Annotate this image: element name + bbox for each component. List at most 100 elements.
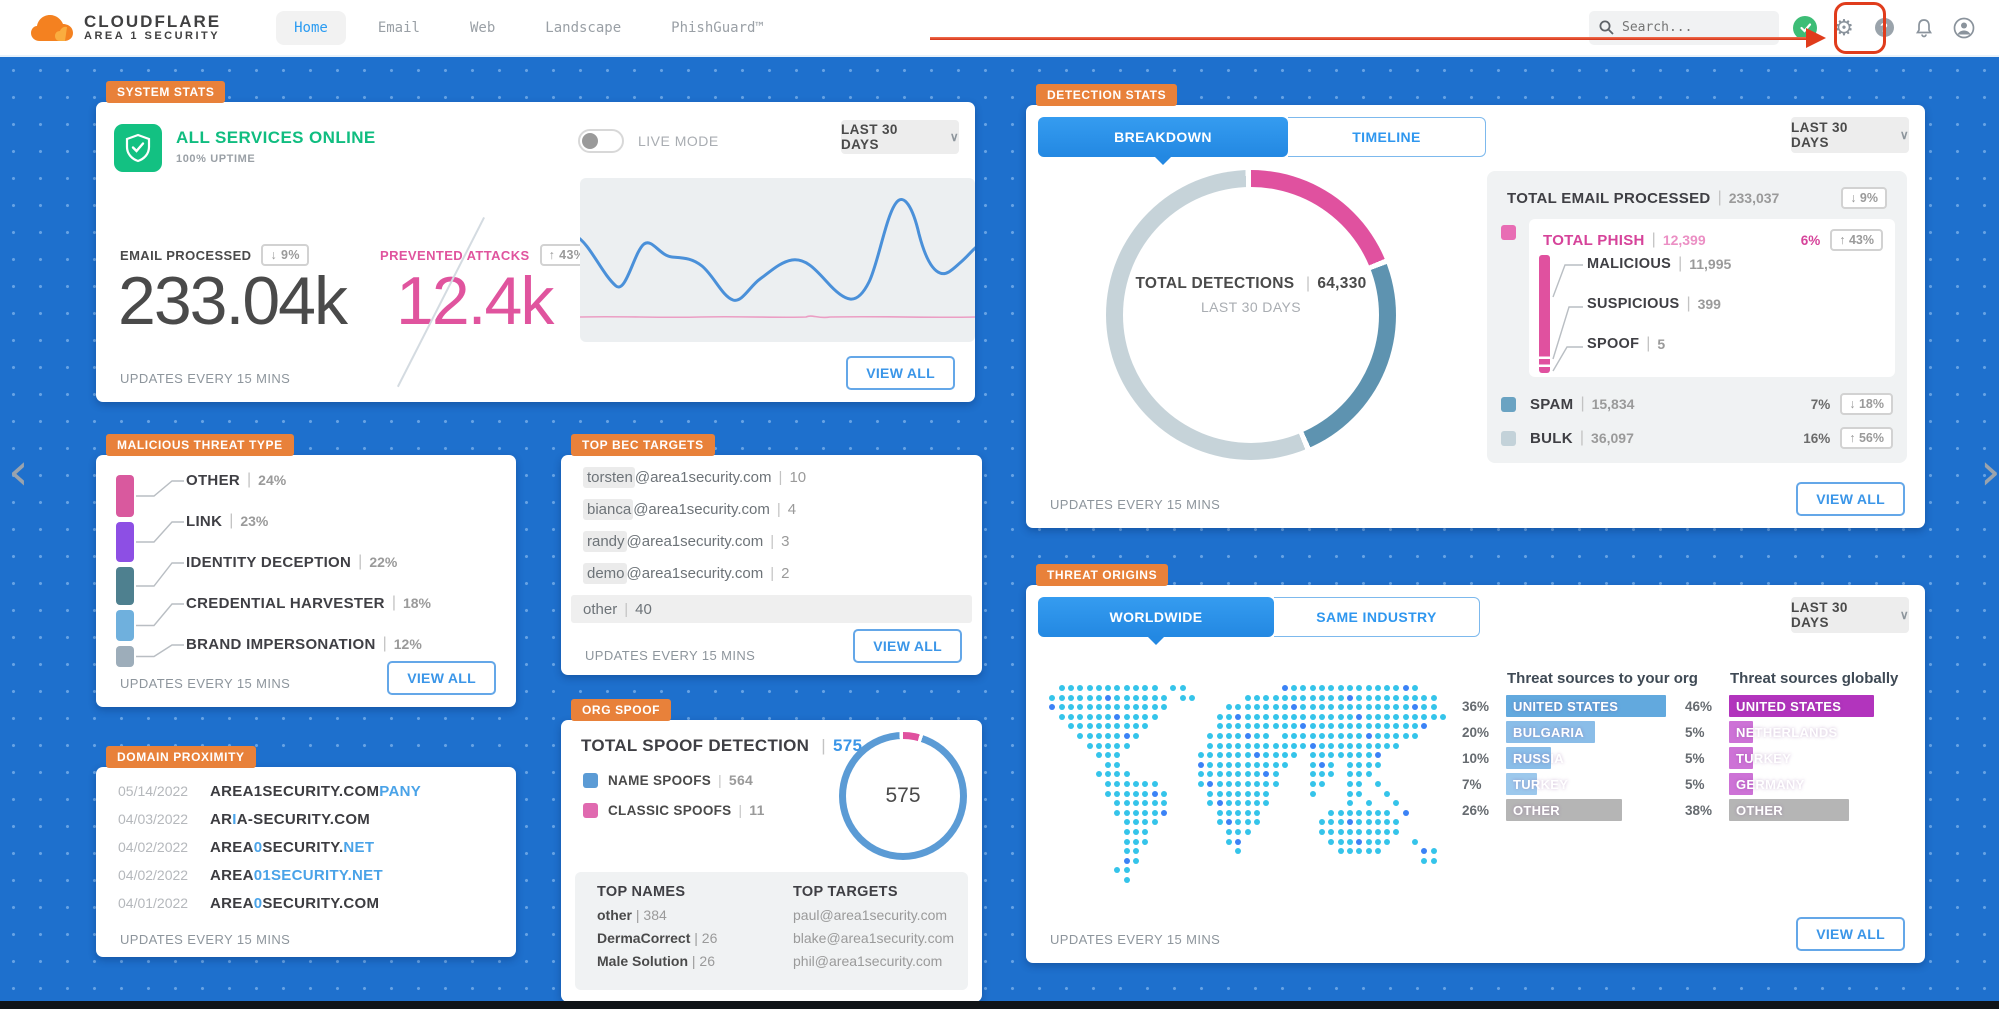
malicious-view-all-button[interactable]: VIEW ALL [387, 661, 496, 695]
carousel-next-arrow[interactable]: › [1980, 442, 1999, 502]
org-source-bar: UNITED STATES [1506, 695, 1667, 717]
user-avatar-icon[interactable] [1951, 15, 1977, 41]
prevented-attacks-value: 12.4k [396, 263, 554, 339]
chevron-down-icon: ∨ [949, 130, 959, 144]
bec-target-row[interactable]: torsten @area1security.com | 10 [583, 467, 806, 488]
total-phish-badge: ↑ 43% [1830, 229, 1883, 251]
services-status-text: ALL SERVICES ONLINE [176, 128, 376, 147]
top-names-title: TOP NAMES [597, 884, 686, 900]
threat-type-label: OTHER [186, 471, 240, 489]
email-processed-value: 233.04k [118, 263, 348, 339]
attacks-line-series [580, 315, 975, 319]
system-stats-view-all-button[interactable]: VIEW ALL [846, 356, 955, 390]
tab-worldwide[interactable]: WORLDWIDE [1038, 597, 1274, 645]
domain-name: AREA1SECURITY.COMPANY [210, 783, 422, 800]
domain-date: 04/02/2022 [118, 839, 189, 855]
detection-range-dropdown[interactable]: LAST 30 DAYS ∨ [1791, 117, 1909, 153]
origins-view-all-button[interactable]: VIEW ALL [1796, 917, 1905, 951]
domain-date: 04/03/2022 [118, 811, 189, 827]
total-phish-swatch [1501, 225, 1516, 240]
org-source-row: 20% BULGARIA [1462, 721, 1595, 743]
bec-other-row[interactable]: other | 40 [571, 595, 972, 623]
domain-row[interactable]: 04/03/2022 ARIA-SECURITY.COM [118, 811, 370, 828]
threat-segment-3 [116, 610, 134, 641]
bec-target-row[interactable]: demo @area1security.com | 2 [583, 563, 789, 584]
tab-same-industry[interactable]: SAME INDUSTRY [1274, 597, 1480, 637]
global-source-row: 5% NETHERLANDS [1685, 721, 1837, 743]
prevented-attacks-label: PREVENTED ATTACKS [380, 247, 530, 263]
bulk-swatch [1501, 430, 1516, 446]
org-source-bar: RUSSIA [1506, 747, 1564, 769]
system-stats-range-dropdown[interactable]: LAST 30 DAYS ∨ [841, 120, 959, 154]
domain-row[interactable]: 05/14/2022 AREA1SECURITY.COMPANY [118, 783, 421, 800]
phish-child-row: MALICIOUS | 11,995 [1587, 255, 1732, 272]
threat-origins-card: THREAT ORIGINS WORLDWIDE SAME INDUSTRY L… [1026, 564, 1925, 963]
malicious-threat-type-tag: MALICIOUS THREAT TYPE [106, 434, 294, 456]
org-source-bar: BULGARIA [1506, 721, 1595, 743]
bec-user-highlight: demo [583, 563, 627, 584]
nav-item-phishguard[interactable]: PhishGuard™ [671, 19, 764, 36]
annotation-red-highlight-box [1834, 2, 1886, 54]
phish-connectors [1552, 264, 1583, 372]
threat-type-label: IDENTITY DECEPTION [186, 553, 352, 571]
live-mode-toggle[interactable] [578, 129, 624, 153]
main-nav: Home Email Web Landscape PhishGuard™ [276, 10, 782, 45]
system-stats-updates-note: UPDATES EVERY 15 MINS [120, 371, 291, 386]
window-bottom-edge [0, 1001, 1999, 1009]
nav-item-landscape[interactable]: Landscape [545, 19, 622, 36]
spam-swatch [1501, 396, 1516, 412]
detection-breakdown-panel: TOTAL EMAIL PROCESSED | 233,037 ↓ 9% TOTA… [1487, 171, 1907, 463]
domain-row[interactable]: 04/02/2022 AREA0SECURITY.NET [118, 839, 374, 856]
uptime-text: 100% UPTIME [176, 153, 256, 165]
domain-name: ARIA-SECURITY.COM [210, 811, 371, 828]
threat-type-row: OTHER | 24% [186, 471, 287, 489]
nav-item-email[interactable]: Email [377, 19, 420, 36]
dashboard-background: ‹ › SYSTEM STATS ALL SERVICES ONLINE 100… [0, 57, 1999, 1002]
domain-updates-note: UPDATES EVERY 15 MINS [120, 932, 291, 947]
global-sources-title: Threat sources globally [1730, 670, 1899, 687]
nav-item-web[interactable]: Web [469, 19, 496, 36]
bec-target-row[interactable]: bianca @area1security.com | 4 [583, 499, 796, 520]
notifications-bell-icon[interactable] [1911, 15, 1937, 41]
spoof-legend-row: CLASSIC SPOOFS | 11 [583, 802, 765, 818]
domain-name: AREA0SECURITY.NET [210, 839, 375, 856]
spoof-detail-panel: TOP NAMES other | 384 DermaCorrect | 26 Ma… [575, 872, 968, 990]
email-processed-delta-badge: ↓ 9% [261, 244, 309, 266]
domain-row[interactable]: 04/02/2022 AREA01SECURITY.NET [118, 867, 383, 884]
total-phish-label: TOTAL PHISH [1543, 231, 1645, 249]
tab-timeline[interactable]: TIMELINE [1288, 117, 1486, 157]
spoof-donut-center: 575 [885, 784, 921, 807]
phish-child-row: SPOOF | 5 [1587, 335, 1666, 352]
carousel-prev-arrow[interactable]: ‹ [8, 442, 29, 502]
top-target-row: blake@area1security.com [793, 930, 955, 946]
bulk-badge: ↑ 56% [1840, 427, 1893, 449]
email-line-series [580, 198, 975, 302]
world-dot-map [1040, 685, 1480, 905]
domain-row[interactable]: 04/01/2022 AREA0SECURITY.COM [118, 895, 379, 912]
domain-date: 04/02/2022 [118, 867, 189, 883]
origins-updates-note: UPDATES EVERY 15 MINS [1050, 932, 1221, 947]
global-source-bar: UNITED STATES [1729, 695, 1875, 717]
bec-target-row[interactable]: randy @area1security.com | 3 [583, 531, 789, 552]
bec-view-all-button[interactable]: VIEW ALL [853, 629, 962, 663]
phish-breakdown-bar [1539, 255, 1550, 373]
nav-item-home[interactable]: Home [276, 10, 346, 45]
org-spoof-tag: ORG SPOOF [571, 699, 672, 721]
tab-breakdown[interactable]: BREAKDOWN [1038, 117, 1288, 165]
threat-segment-0 [116, 475, 134, 517]
search-input[interactable] [1622, 20, 1762, 35]
settings-gear-icon[interactable]: ⚙ [1834, 14, 1854, 40]
top-bec-targets-tag: TOP BEC TARGETS [571, 434, 715, 456]
threat-type-pct: 24% [258, 472, 287, 488]
annotation-red-line [930, 37, 1810, 40]
threat-type-row: LINK | 23% [186, 512, 269, 530]
origins-range-dropdown[interactable]: LAST 30 DAYS ∨ [1791, 597, 1909, 633]
phish-child-row: SUSPICIOUS | 399 [1587, 295, 1721, 312]
detection-view-all-button[interactable]: VIEW ALL [1796, 482, 1905, 516]
top-name-row: other | 384 [597, 907, 667, 923]
top-name-row: DermaCorrect | 26 [597, 930, 718, 946]
bec-user-highlight: bianca [583, 499, 634, 520]
email-volume-sparkline [580, 178, 975, 342]
detection-stats-card: DETECTION STATS BREAKDOWN TIMELINE LAST … [1026, 84, 1925, 528]
threat-type-connectors [136, 480, 184, 658]
